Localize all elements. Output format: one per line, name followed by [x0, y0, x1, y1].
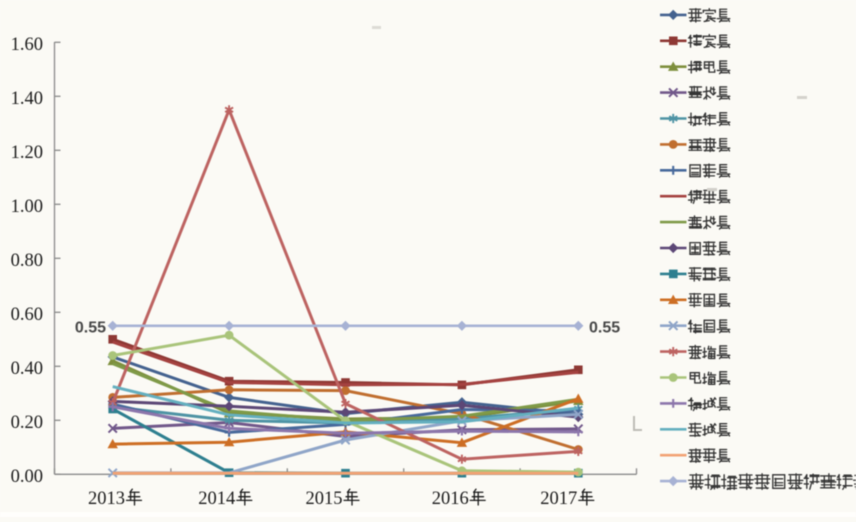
- svg-text:1.20: 1.20: [11, 143, 43, 163]
- svg-text:2017: 2017: [540, 489, 577, 509]
- svg-text:0.80: 0.80: [11, 251, 43, 271]
- svg-text:0.40: 0.40: [11, 359, 43, 379]
- svg-text:1.40: 1.40: [11, 89, 43, 109]
- svg-text:0.00: 0.00: [11, 467, 43, 487]
- svg-text:0.60: 0.60: [11, 305, 43, 325]
- svg-text:2013: 2013: [88, 489, 125, 509]
- svg-text:2016: 2016: [432, 489, 469, 509]
- svg-text:1.00: 1.00: [11, 197, 43, 217]
- svg-text:0.55: 0.55: [75, 320, 106, 337]
- svg-text:2015: 2015: [306, 489, 343, 509]
- svg-text:1.60: 1.60: [11, 35, 43, 55]
- svg-text:0.20: 0.20: [11, 413, 43, 433]
- svg-text:2014: 2014: [198, 489, 235, 509]
- svg-text:0.55: 0.55: [589, 320, 620, 337]
